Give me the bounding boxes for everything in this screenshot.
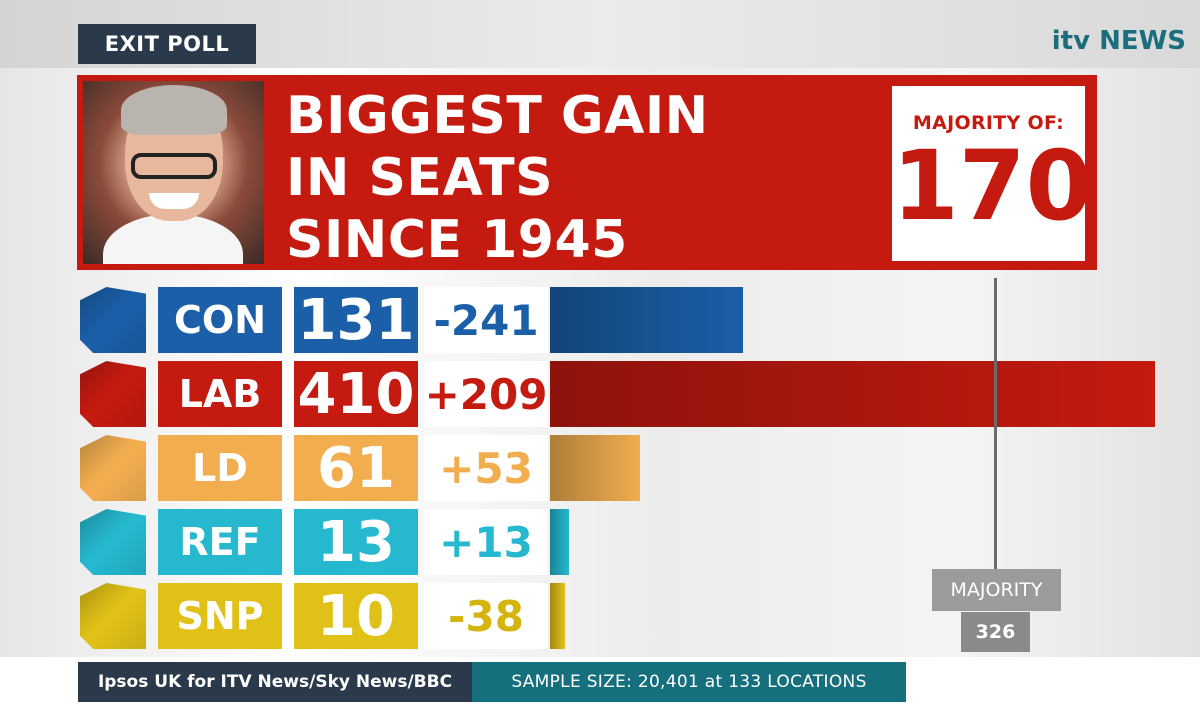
itv-news-logo: itv NEWS — [1051, 26, 1186, 56]
seat-bar — [550, 435, 640, 501]
seat-count: 13 — [294, 509, 418, 575]
party-label: CON — [158, 287, 282, 353]
sample-size: SAMPLE SIZE: 20,401 at 133 LOCATIONS — [472, 662, 906, 702]
majority-value: 170 — [892, 130, 1093, 242]
seat-bar — [550, 361, 1155, 427]
photo-glasses — [131, 153, 217, 179]
party-label: LAB — [158, 361, 282, 427]
seat-bar — [550, 583, 565, 649]
seat-count: 131 — [294, 287, 418, 353]
seat-count: 61 — [294, 435, 418, 501]
majority-label: MAJORITY OF: — [912, 112, 1065, 134]
headline-panel: BIGGEST GAIN IN SEATS SINCE 1945 MAJORIT… — [77, 75, 1097, 270]
poll-source: Ipsos UK for ITV News/Sky News/BBC — [78, 662, 472, 702]
photo-hair — [121, 85, 227, 135]
party-row-lab: LAB 410 +209 — [80, 361, 1180, 427]
seat-bar — [550, 287, 743, 353]
headline-line-2: IN SEATS — [286, 148, 554, 208]
party-label: SNP — [158, 583, 282, 649]
party-label: LD — [158, 435, 282, 501]
headline-text: BIGGEST GAIN IN SEATS SINCE 1945 — [286, 85, 709, 271]
party-row-con: CON 131 -241 — [80, 287, 1180, 353]
seat-change: +53 — [424, 435, 548, 501]
seat-change: +13 — [424, 509, 548, 575]
party-cube-icon — [80, 287, 146, 353]
seat-change: +209 — [424, 361, 548, 427]
majority-reference-value: 326 — [961, 612, 1030, 652]
majority-reference-label: MAJORITY — [932, 569, 1061, 611]
party-cube-icon — [80, 583, 146, 649]
seat-bar — [550, 509, 569, 575]
party-label: REF — [158, 509, 282, 575]
photo-smile — [149, 193, 199, 209]
headline-line-3: SINCE 1945 — [286, 210, 628, 270]
seat-count: 410 — [294, 361, 418, 427]
seat-change: -241 — [424, 287, 548, 353]
leader-photo — [83, 81, 264, 264]
party-cube-icon — [80, 509, 146, 575]
headline-line-1: BIGGEST GAIN — [286, 86, 709, 146]
seat-change: -38 — [424, 583, 548, 649]
seat-count: 10 — [294, 583, 418, 649]
majority-reference-line — [994, 278, 997, 570]
exit-poll-badge: EXIT POLL — [78, 24, 256, 64]
party-row-ref: REF 13 +13 — [80, 509, 1180, 575]
majority-box: MAJORITY OF: 170 — [892, 86, 1093, 261]
party-cube-icon — [80, 361, 146, 427]
party-row-ld: LD 61 +53 — [80, 435, 1180, 501]
party-row-snp: SNP 10 -38 — [80, 583, 1180, 649]
party-cube-icon — [80, 435, 146, 501]
